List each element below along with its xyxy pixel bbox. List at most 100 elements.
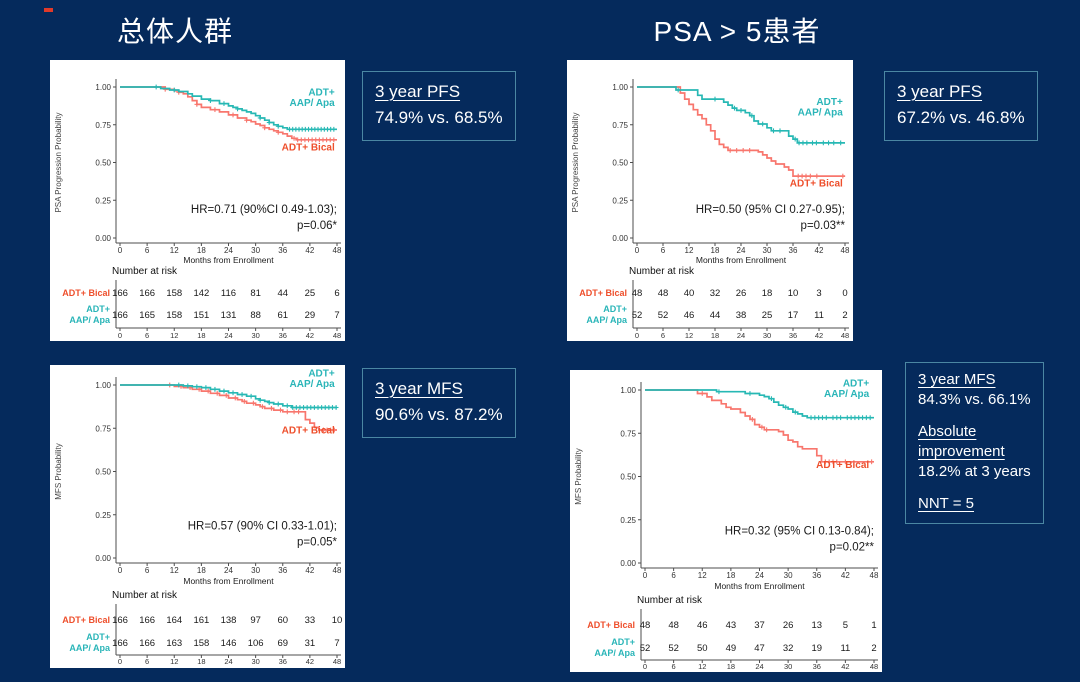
svg-text:40: 40 xyxy=(684,288,695,299)
svg-text:0: 0 xyxy=(842,288,847,299)
svg-text:43: 43 xyxy=(726,620,737,631)
svg-text:37: 37 xyxy=(754,620,765,631)
svg-text:24: 24 xyxy=(224,657,232,666)
svg-text:Number at risk: Number at risk xyxy=(112,266,178,277)
svg-text:12: 12 xyxy=(685,331,693,340)
svg-text:48: 48 xyxy=(870,662,878,671)
svg-text:HR=0.71 (90%CI 0.49-1.03);: HR=0.71 (90%CI 0.49-1.03); xyxy=(191,204,337,216)
svg-text:31: 31 xyxy=(305,638,316,649)
annotation-line: improvement xyxy=(918,443,1005,460)
svg-text:24: 24 xyxy=(755,662,763,671)
y-axis: 0.00 0.25 0.50 0.75 1.00 PSA Progression Prob… xyxy=(54,79,117,243)
annotation-box-mfs-overall: 3 year MFS 90.6% vs. 87.2% xyxy=(362,368,516,438)
km-panel-pfs-psa5: 0.00 0.25 0.50 0.75 1.00 PSA Progression Prob… xyxy=(567,60,853,341)
svg-text:6: 6 xyxy=(145,246,150,255)
svg-text:30: 30 xyxy=(763,331,771,340)
svg-text:p=0.02**: p=0.02** xyxy=(830,541,875,553)
annotation-line: 3 year MFS xyxy=(918,371,996,388)
svg-text:12: 12 xyxy=(170,566,179,575)
svg-text:0: 0 xyxy=(118,657,122,666)
svg-text:48: 48 xyxy=(333,246,342,255)
svg-text:36: 36 xyxy=(812,571,821,580)
svg-text:HR=0.57 (90% CI 0.33-1.01);: HR=0.57 (90% CI 0.33-1.01); xyxy=(188,520,337,532)
svg-text:AAP/ Apa: AAP/ Apa xyxy=(798,108,844,119)
svg-text:0.75: 0.75 xyxy=(612,121,628,130)
svg-text:52: 52 xyxy=(640,643,651,654)
annotation-line: 3 year PFS xyxy=(897,82,983,101)
annotation-line: 18.2% at 3 years xyxy=(918,463,1031,480)
svg-text:Months from Enrollment: Months from Enrollment xyxy=(714,581,805,591)
svg-text:42: 42 xyxy=(841,571,850,580)
km-panel-mfs-overall: 0.00 0.25 0.50 0.75 1.00 MFS Probability 0 6 12 1… xyxy=(50,365,345,668)
svg-text:30: 30 xyxy=(784,571,793,580)
svg-text:ADT+ Bical: ADT+ Bical xyxy=(816,460,869,471)
hr-annotation: HR=0.57 (90% CI 0.33-1.01); p=0.05* xyxy=(188,520,338,548)
svg-text:24: 24 xyxy=(755,571,764,580)
svg-text:38: 38 xyxy=(736,310,747,321)
svg-text:26: 26 xyxy=(736,288,747,299)
svg-text:Number at risk: Number at risk xyxy=(637,595,703,606)
svg-text:48: 48 xyxy=(333,657,341,666)
svg-text:PSA Progression Probability: PSA Progression Probability xyxy=(571,112,580,212)
svg-text:2: 2 xyxy=(842,310,847,321)
svg-text:42: 42 xyxy=(815,331,823,340)
svg-text:ADT+: ADT+ xyxy=(603,304,627,314)
svg-text:18: 18 xyxy=(197,246,206,255)
svg-text:ADT+ Bical: ADT+ Bical xyxy=(282,142,335,153)
left-column-title: 总体人群 xyxy=(116,16,234,47)
svg-text:12: 12 xyxy=(685,246,694,255)
svg-text:25: 25 xyxy=(305,288,316,299)
svg-text:AAP/ Apa: AAP/ Apa xyxy=(69,315,111,325)
svg-text:60: 60 xyxy=(277,615,288,626)
svg-text:48: 48 xyxy=(668,620,679,631)
svg-text:10: 10 xyxy=(332,615,343,626)
svg-text:6: 6 xyxy=(661,331,665,340)
svg-text:ADT+ Bical: ADT+ Bical xyxy=(282,425,335,436)
red-dash-mark xyxy=(44,8,53,12)
svg-text:0.25: 0.25 xyxy=(612,196,628,205)
svg-text:6: 6 xyxy=(671,571,676,580)
svg-text:36: 36 xyxy=(279,331,287,340)
svg-text:19: 19 xyxy=(811,643,822,654)
svg-text:p=0.06*: p=0.06* xyxy=(297,220,337,232)
svg-text:33: 33 xyxy=(305,615,316,626)
svg-text:146: 146 xyxy=(221,638,237,649)
svg-text:48: 48 xyxy=(658,288,669,299)
svg-text:166: 166 xyxy=(139,638,155,649)
km-chart-svg-pfs-psa-gt5: 0.00 0.25 0.50 0.75 1.00 PSA Progression Prob… xyxy=(571,79,850,340)
svg-text:24: 24 xyxy=(224,246,233,255)
svg-text:5: 5 xyxy=(843,620,848,631)
svg-text:24: 24 xyxy=(224,331,232,340)
svg-text:MFS Probability: MFS Probability xyxy=(574,448,583,504)
svg-text:158: 158 xyxy=(193,638,209,649)
svg-text:6: 6 xyxy=(672,662,676,671)
svg-text:97: 97 xyxy=(250,615,261,626)
svg-text:Number at risk: Number at risk xyxy=(112,590,178,601)
svg-text:166: 166 xyxy=(139,615,155,626)
hr-annotation: HR=0.71 (90%CI 0.49-1.03); p=0.06* xyxy=(191,204,338,232)
svg-text:12: 12 xyxy=(170,246,179,255)
km-curve-aap: ADT+AAP/ Apa xyxy=(645,379,874,421)
svg-text:165: 165 xyxy=(139,310,155,321)
annotation-line: 67.2% vs. 46.8% xyxy=(897,108,1025,127)
svg-text:AAP/ Apa: AAP/ Apa xyxy=(586,315,628,325)
svg-text:1.00: 1.00 xyxy=(95,381,111,390)
svg-text:0: 0 xyxy=(118,566,123,575)
svg-text:2: 2 xyxy=(871,643,876,654)
svg-text:18: 18 xyxy=(197,566,206,575)
svg-text:158: 158 xyxy=(166,310,182,321)
x-axis: 0 6 12 18 24 30 36 42 48 Months from Enrollment xyxy=(116,242,342,265)
svg-text:36: 36 xyxy=(279,657,287,666)
svg-text:138: 138 xyxy=(221,615,237,626)
svg-text:10: 10 xyxy=(788,288,799,299)
svg-text:48: 48 xyxy=(870,571,879,580)
svg-text:18: 18 xyxy=(197,657,205,666)
svg-text:3: 3 xyxy=(816,288,821,299)
svg-text:0: 0 xyxy=(643,571,648,580)
svg-text:0: 0 xyxy=(635,331,639,340)
svg-text:ADT+: ADT+ xyxy=(308,87,335,98)
svg-text:1.00: 1.00 xyxy=(620,386,636,395)
svg-text:48: 48 xyxy=(333,331,341,340)
